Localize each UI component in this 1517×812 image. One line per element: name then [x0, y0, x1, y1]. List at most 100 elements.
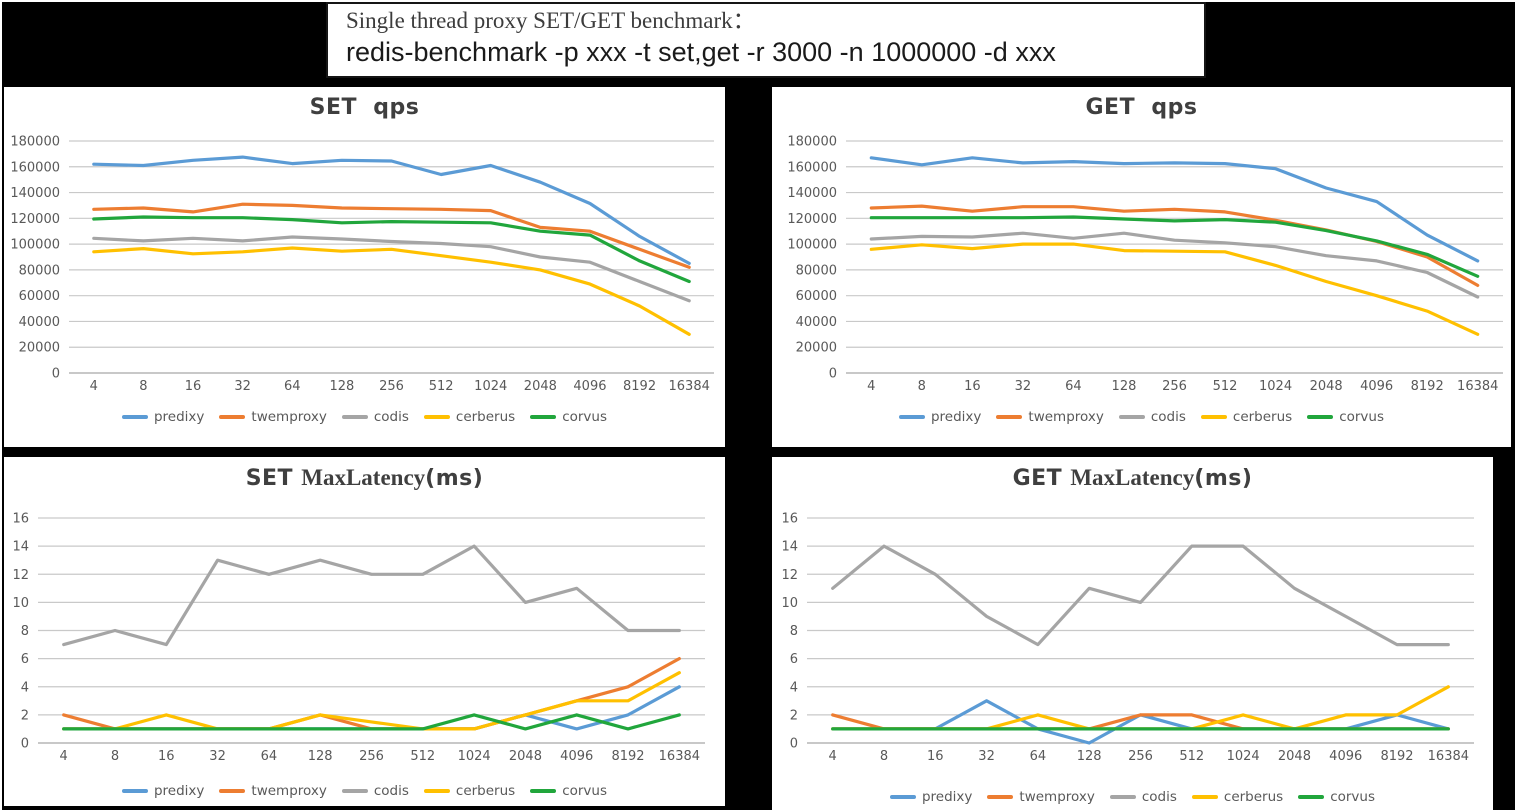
y-axis-tick-label: 180000	[787, 135, 837, 150]
set-qps-plot-area: 180000 160000 140000 120000 100000 80000 60000…	[10, 135, 714, 394]
legend-label: predixy	[153, 783, 205, 799]
y-axis-tick-label: 120000	[787, 212, 837, 227]
y-axis-tick-label: 2	[21, 708, 29, 723]
y-axis-tick-label: 14	[12, 540, 29, 555]
twemproxy-legend-swatch-icon	[219, 415, 246, 419]
x-axis-tick-labels: 4 8 16 32 64 128 256 512 1024 2048 4096 8192 16384	[829, 749, 1470, 764]
get-qps-series-line-corvus	[869, 215, 1480, 278]
x-axis-tick-label: 64	[1065, 379, 1082, 394]
get-qps-series-line-codis	[869, 231, 1480, 299]
chart-title-segment: MaxLatency	[1070, 465, 1195, 490]
set-lat-series-line-corvus	[62, 713, 681, 731]
legend-label: predixy	[153, 409, 205, 425]
x-axis-tick-label: 4	[829, 749, 837, 764]
y-axis-tick-label: 140000	[787, 186, 837, 201]
y-axis-tick-label: 100000	[787, 238, 837, 253]
x-axis-tick-label: 16384	[1457, 379, 1498, 394]
predixy-legend-swatch-icon	[121, 415, 148, 419]
x-axis-tick-label: 8192	[623, 379, 656, 394]
y-axis-tick-label: 60000	[796, 289, 837, 304]
y-axis-tick-label: 120000	[10, 212, 60, 227]
get-qps-chart-title: GET qps	[772, 95, 1511, 120]
title-box: Single thread proxy SET/GET benchmark： r…	[326, 2, 1206, 78]
y-axis-tick-label: 0	[52, 367, 60, 382]
legend-label: twemproxy	[1019, 789, 1095, 805]
x-axis-tick-label: 32	[978, 749, 995, 764]
y-axis-tick-label: 10	[12, 596, 29, 611]
gridlines: 16 14 12 10 8 6 4 2 0	[781, 512, 1474, 752]
set-qps-chart-title: SET qps	[4, 95, 725, 120]
legend-item-twemproxy: twemproxy	[987, 789, 1095, 805]
chart-title-segment: SET	[245, 466, 302, 491]
set-lat-series-line-cerberus	[62, 671, 681, 731]
legend-item-codis: codis	[1118, 409, 1186, 425]
benchmark-command: redis-benchmark -p xxx -t set,get -r 300…	[346, 36, 1056, 67]
y-axis-tick-label: 0	[21, 737, 29, 752]
y-axis-tick-label: 100000	[10, 238, 60, 253]
legend-label: twemproxy	[1028, 409, 1104, 425]
set-qps-series-line-twemproxy	[92, 202, 691, 269]
legend-item-twemproxy: twemproxy	[996, 409, 1104, 425]
x-axis-tick-label: 64	[284, 379, 301, 394]
x-axis-tick-label: 8192	[1411, 379, 1444, 394]
x-axis-tick-label: 16384	[1428, 749, 1469, 764]
x-axis-tick-label: 512	[410, 749, 435, 764]
x-axis-tick-label: 8	[880, 749, 888, 764]
chart-title-segment: (ms)	[425, 466, 484, 491]
set-qps-series-line-cerberus	[92, 246, 691, 336]
x-axis-tick-label: 1024	[458, 749, 491, 764]
gridlines: 16 14 12 10 8 6 4 2 0	[12, 512, 705, 752]
legend-label: corvus	[1339, 409, 1385, 425]
get-qps-series-line-predixy	[869, 156, 1480, 263]
x-axis-tick-label: 16	[964, 379, 981, 394]
corvus-legend-swatch-icon	[530, 415, 557, 419]
x-axis-tick-label: 16	[158, 749, 175, 764]
x-axis-tick-label: 8192	[1380, 749, 1413, 764]
predixy-legend-swatch-icon	[898, 415, 925, 419]
legend-item-predixy: predixy	[121, 409, 205, 425]
x-axis-tick-label: 4096	[560, 749, 593, 764]
legend-label: predixy	[930, 409, 982, 425]
y-axis-tick-label: 180000	[10, 135, 60, 150]
twemproxy-legend-swatch-icon	[987, 795, 1014, 799]
y-axis-tick-label: 4	[21, 680, 29, 695]
y-axis-tick-label: 60000	[19, 289, 60, 304]
y-axis-tick-label: 8	[790, 624, 798, 639]
codis-legend-swatch-icon	[1109, 795, 1136, 799]
x-axis-tick-labels: 4 8 16 32 64 128 256 512 1024 2048 4096 8192 16384	[867, 379, 1498, 394]
x-axis-tick-label: 4	[60, 749, 68, 764]
x-axis-tick-label: 32	[209, 749, 226, 764]
legend-item-corvus: corvus	[1298, 789, 1375, 805]
get-qps-panel: GET qps 180000 160000 140000 120000 100000 800…	[772, 87, 1511, 447]
gridlines: 180000 160000 140000 120000 100000 80000 60000…	[10, 135, 714, 382]
benchmark-title: Single thread proxy SET/GET benchmark：	[346, 8, 756, 33]
get-qps-plot-area: 180000 160000 140000 120000 100000 80000 60000…	[787, 135, 1503, 394]
x-axis-tick-label: 32	[1015, 379, 1032, 394]
chart-title-segment: MaxLatency	[301, 465, 426, 490]
legend-item-cerberus: cerberus	[423, 409, 515, 425]
x-axis-tick-label: 1024	[1259, 379, 1292, 394]
y-axis-tick-label: 8	[21, 624, 29, 639]
legend-label: twemproxy	[251, 409, 327, 425]
get-maxlatency-panel: GET MaxLatency(ms) 16 14 12 10 8 6 4 2 0 4 8 16 32 64 1…	[772, 457, 1493, 810]
legend-item-corvus: corvus	[1307, 409, 1384, 425]
get-lat-chart-title: GET MaxLatency(ms)	[772, 465, 1493, 491]
x-axis-tick-label: 16384	[659, 749, 700, 764]
x-axis-tick-label: 128	[329, 379, 354, 394]
y-axis-tick-label: 40000	[19, 315, 60, 330]
x-axis-tick-label: 2048	[1278, 749, 1311, 764]
x-axis-tick-label: 16384	[669, 379, 710, 394]
x-axis-tick-label: 2048	[509, 749, 542, 764]
y-axis-tick-label: 20000	[796, 341, 837, 356]
codis-legend-swatch-icon	[341, 789, 368, 793]
cerberus-legend-swatch-icon	[1200, 415, 1227, 419]
x-axis-tick-label: 1024	[474, 379, 507, 394]
legend-label: cerberus	[455, 783, 516, 799]
legend-item-cerberus: cerberus	[1200, 409, 1292, 425]
legend-item-twemproxy: twemproxy	[219, 783, 327, 799]
x-axis-tick-label: 4	[90, 379, 98, 394]
y-axis-tick-label: 20000	[19, 341, 60, 356]
predixy-legend-swatch-icon	[889, 795, 916, 799]
